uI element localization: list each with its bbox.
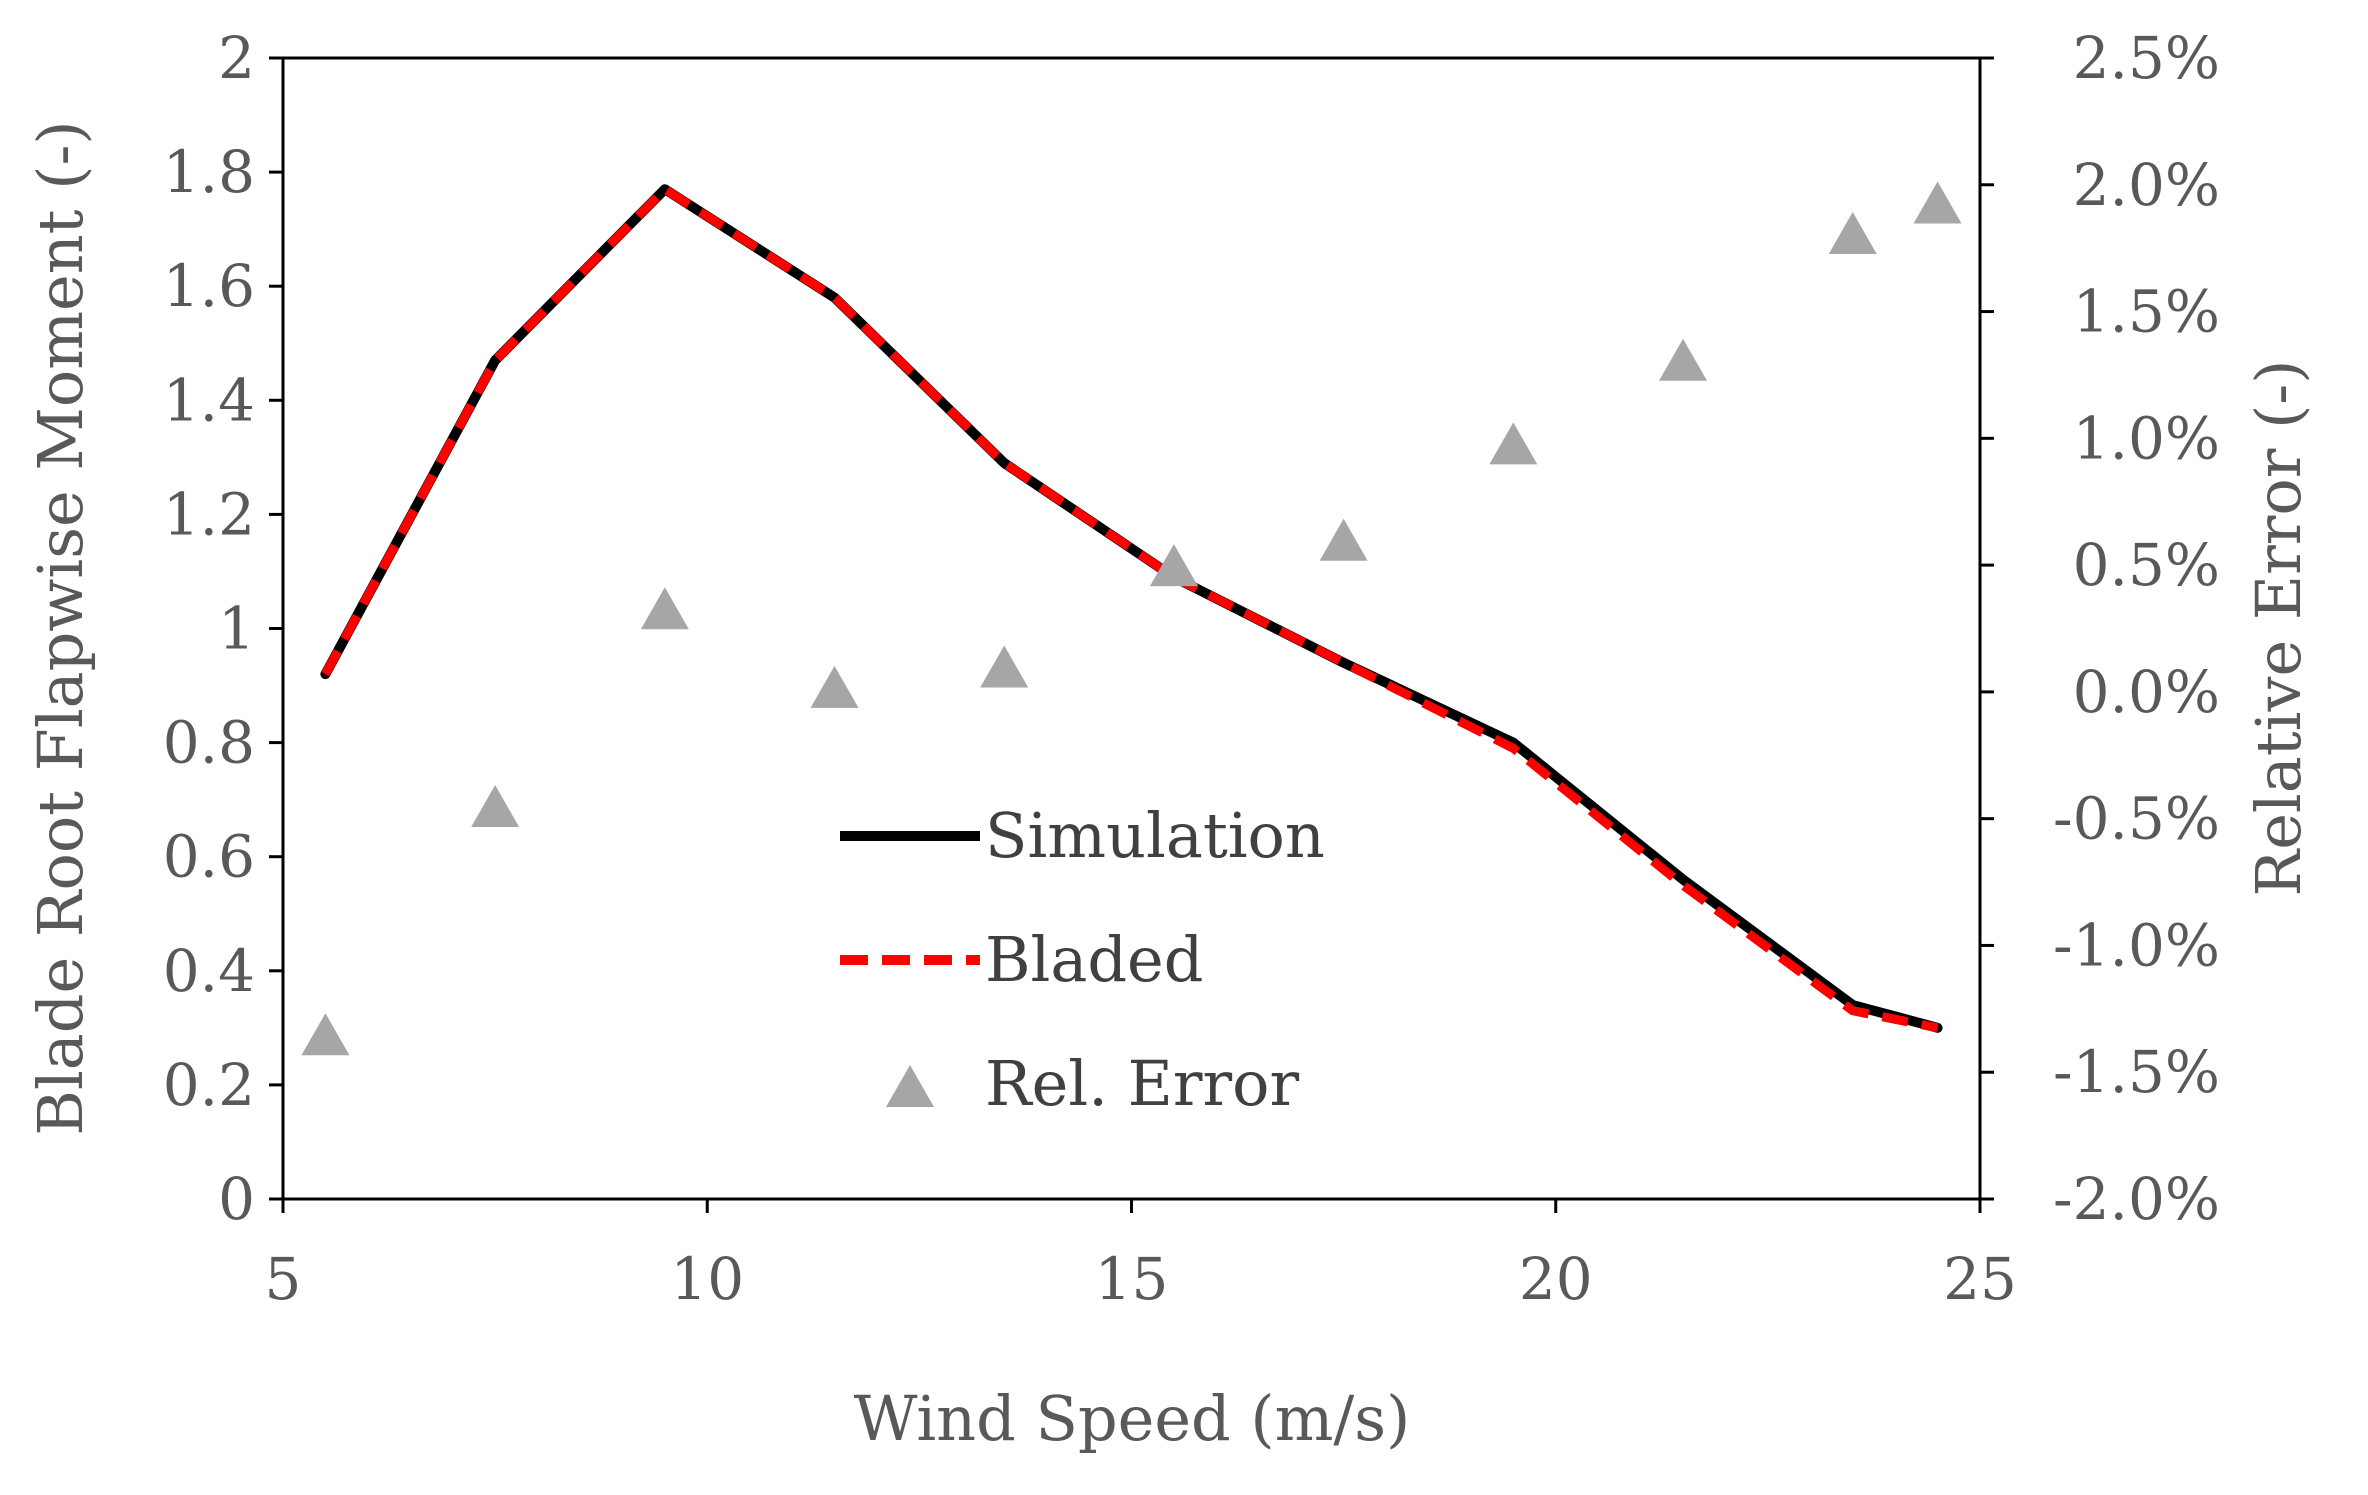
x-tick-label: 25 (1943, 1245, 2017, 1313)
series-layer (301, 181, 1962, 1056)
y2-tick-label: 1.0% (2073, 404, 2220, 472)
y2-tick-label: 0.5% (2073, 531, 2220, 599)
y2-tick-label: 0.0% (2073, 658, 2220, 726)
series-point-rel-error (810, 665, 859, 708)
y2-tick-label: 2.5% (2073, 24, 2220, 92)
y2-tick-label: -0.5% (2053, 785, 2220, 853)
y-tick-label: 0.6 (163, 823, 255, 891)
y2-tick-label: 1.5% (2073, 278, 2220, 346)
x-axis-title: Wind Speed (m/s) (854, 1382, 1411, 1455)
series-point-rel-error (471, 784, 520, 827)
series-point-rel-error (1319, 518, 1368, 561)
series-line-bladed (321, 184, 1939, 1033)
series-point-rel-error (1149, 544, 1198, 587)
series-point-rel-error (640, 587, 689, 630)
series-line-simulation (320, 184, 1943, 1033)
y-axis-title: Blade Root Flapwise Moment (-) (24, 120, 97, 1135)
legend-swatch-rel-error (886, 1065, 934, 1107)
y2-tick-label: -1.5% (2053, 1038, 2220, 1106)
x-tick-label: 5 (265, 1245, 302, 1313)
x-tick-label: 10 (670, 1245, 744, 1313)
series-point-rel-error (1659, 338, 1708, 381)
y-tick-label: 2 (218, 24, 255, 92)
y-tick-label: 1.6 (163, 252, 255, 320)
series-point-rel-error (1489, 422, 1538, 465)
y-tick-label: 1.2 (163, 480, 255, 548)
legend-label-simulation: Simulation (985, 799, 1325, 872)
y2-axis-title: Relative Error (-) (2242, 360, 2315, 897)
plot-area-frame (281, 56, 1982, 1201)
legend-label-bladed: Bladed (985, 923, 1203, 996)
y-tick-label: 1.8 (163, 138, 255, 206)
series-point-rel-error (1828, 211, 1877, 254)
y-tick-label: 1.4 (163, 366, 255, 434)
x-tick-label: 15 (1095, 1245, 1169, 1313)
y-tick-label: 1 (218, 595, 255, 663)
left-axis-ticks: 0 0.2 0.4 0.6 0.8 1 1.2 1.4 1.6 1.8 2 (163, 24, 283, 1233)
series-point-rel-error (980, 645, 1029, 688)
y-tick-label: 0.2 (163, 1051, 255, 1119)
x-tick-label: 20 (1519, 1245, 1593, 1313)
legend-label-rel-error: Rel. Error (985, 1047, 1299, 1120)
right-axis-ticks: -2.0% -1.5% -1.0% -0.5% 0.0% 0.5% 1.0% 1.5% 2.0%… (1980, 24, 2220, 1233)
y-tick-label: 0 (218, 1165, 255, 1233)
y2-tick-label: 2.0% (2073, 151, 2220, 219)
legend: Simulation Bladed Rel. Error (840, 799, 1325, 1120)
y-tick-label: 0.8 (163, 709, 255, 777)
series-point-rel-error (1913, 181, 1962, 224)
x-axis-ticks: 5 10 15 20 25 (265, 1199, 2017, 1313)
y2-tick-label: -1.0% (2053, 911, 2220, 979)
series-point-rel-error (301, 1013, 350, 1056)
y-tick-label: 0.4 (163, 937, 255, 1005)
y2-tick-label: -2.0% (2053, 1165, 2220, 1233)
